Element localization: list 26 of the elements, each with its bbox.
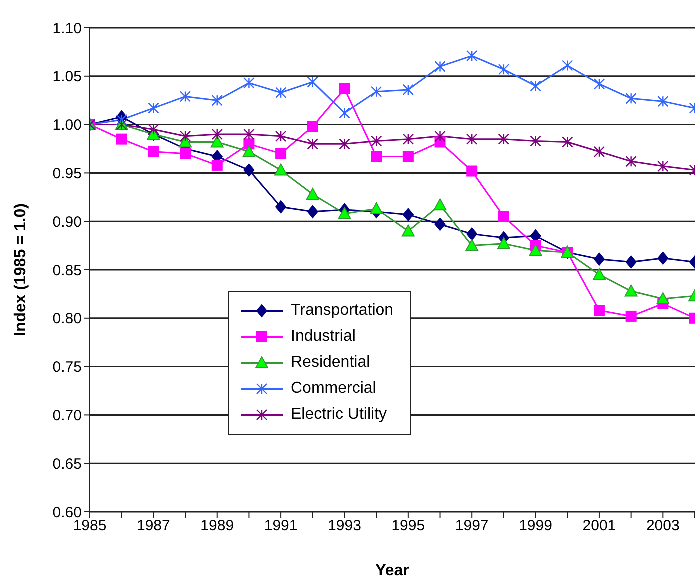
x-tick-label: 1989 <box>200 518 234 535</box>
x-tick-label: 1993 <box>328 518 362 535</box>
legend-label: Electric Utility <box>291 405 388 425</box>
x-tick-label: 1995 <box>392 518 426 535</box>
y-tick-label: 0.65 <box>52 456 82 473</box>
y-tick-label: 0.75 <box>52 359 82 376</box>
legend-label: Transportation <box>291 301 394 321</box>
x-axis-title: Year <box>376 562 410 580</box>
x-tick-label: 1997 <box>455 518 489 535</box>
x-tick-label: 1991 <box>264 518 298 535</box>
y-tick-label: 1.00 <box>52 117 82 134</box>
legend-label: Industrial <box>291 327 356 347</box>
x-tick-label: 2001 <box>582 518 616 535</box>
legend-label: Residential <box>291 353 370 373</box>
y-axis-title: Index (1985 = 1.0) <box>12 204 30 336</box>
y-tick-label: 0.70 <box>52 408 82 425</box>
y-tick-label: 0.85 <box>52 262 82 280</box>
y-tick-label: 1.05 <box>52 68 82 86</box>
y-tick-label: 0.90 <box>52 214 82 231</box>
x-tick-label: 2003 <box>646 518 680 535</box>
y-tick-label: 0.95 <box>52 166 82 183</box>
legend-label: Commercial <box>291 379 376 399</box>
y-tick-label: 1.10 <box>52 20 82 38</box>
y-tick-label: 0.80 <box>52 310 82 328</box>
x-tick-label: 1987 <box>136 518 170 535</box>
x-tick-label: 1999 <box>519 518 552 535</box>
